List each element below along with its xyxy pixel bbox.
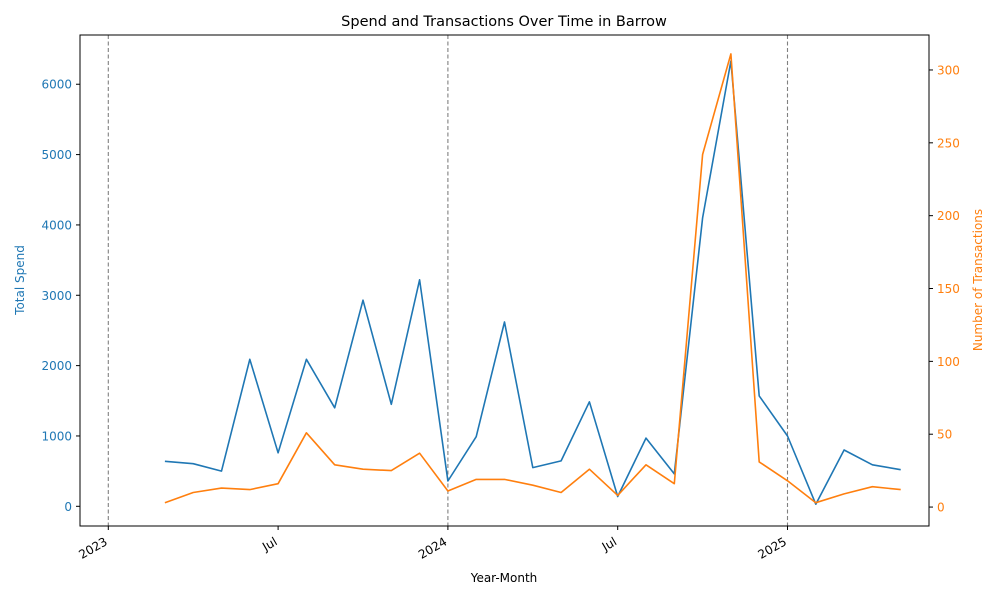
left-y-tick-label: 4000	[41, 218, 72, 232]
vertical-reference-lines	[107, 35, 789, 526]
right-y-tick-label: 0	[937, 501, 945, 515]
x-tick-label: 2023	[76, 534, 109, 561]
right-y-tick-label: 150	[937, 282, 960, 296]
left-y-tick-label: 3000	[41, 289, 72, 303]
series-lines	[164, 53, 901, 506]
right-y-tick-label: 100	[937, 355, 960, 369]
left-y-tick-label: 2000	[41, 359, 72, 373]
left-y-tick-label: 6000	[41, 78, 72, 92]
x-tick-label: Jul	[259, 534, 279, 554]
left-y-axis-label: Total Spend	[13, 245, 27, 316]
chart-title: Spend and Transactions Over Time in Barr…	[341, 14, 667, 30]
left-y-axis: 0 1000 2000 3000 4000 5000 6000	[41, 78, 80, 514]
right-y-axis: 0 50 100 150 200 250 300	[929, 63, 960, 515]
right-y-tick-label: 300	[937, 63, 960, 77]
x-tick-label: Jul	[599, 534, 619, 554]
x-axis: 2023 Jul 2024 Jul 2025	[76, 526, 789, 562]
plot-frame	[79, 34, 930, 527]
left-y-tick-label: 1000	[41, 429, 72, 443]
x-tick-label: 2025	[756, 534, 789, 561]
x-tick-label: 2024	[416, 534, 449, 561]
series-line-total-spend	[164, 60, 901, 506]
right-y-tick-label: 200	[937, 209, 960, 223]
right-y-tick-label: 250	[937, 136, 960, 150]
x-axis-label: Year-Month	[470, 571, 538, 585]
series-line-transactions	[164, 53, 901, 504]
right-y-axis-label: Number of Transactions	[971, 209, 985, 351]
left-y-tick-label: 5000	[41, 148, 72, 162]
left-y-tick-label: 0	[64, 500, 72, 514]
right-y-tick-label: 50	[937, 428, 952, 442]
